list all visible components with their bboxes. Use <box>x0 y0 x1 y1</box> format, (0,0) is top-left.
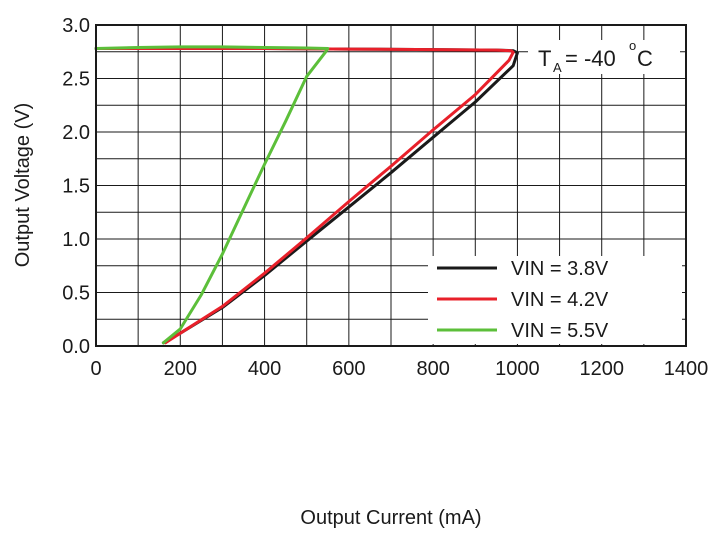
temperature-annotation: T A = -40 o C <box>528 38 680 75</box>
x-axis-label: Output Current (mA) <box>300 507 481 529</box>
annotation-value: = -40 <box>565 46 616 71</box>
x-tick-label: 1400 <box>664 358 709 380</box>
x-tick-label: 800 <box>416 358 449 380</box>
annotation-subscript: A <box>553 60 562 75</box>
x-tick-label: 1000 <box>495 358 540 380</box>
x-tick-label: 1200 <box>579 358 624 380</box>
x-tick-label: 200 <box>164 358 197 380</box>
legend: VIN = 3.8V VIN = 4.2V VIN = 5.5V <box>428 256 682 344</box>
y-tick-label: 0.5 <box>62 283 90 305</box>
x-tick-label: 600 <box>332 358 365 380</box>
y-axis-label: Output Voltage (V) <box>12 103 34 268</box>
y-tick-label: 1.0 <box>62 229 90 251</box>
legend-label-vin-5-5: VIN = 5.5V <box>511 320 609 342</box>
series-line-1 <box>94 47 515 345</box>
y-tick-label: 1.5 <box>62 176 90 198</box>
series-layer <box>94 45 519 345</box>
y-tick-label: 3.0 <box>62 15 90 37</box>
x-tick-label: 400 <box>248 358 281 380</box>
y-tick-labels: 0.0 0.5 1.0 1.5 2.0 2.5 3.0 <box>62 15 90 358</box>
annotation-unit: C <box>637 46 653 71</box>
plot-frame <box>95 24 687 347</box>
legend-label-vin-4-2: VIN = 4.2V <box>511 289 609 311</box>
annotation-degree: o <box>629 38 636 53</box>
x-tick-labels: 0 200 400 600 800 1000 1200 1400 <box>90 358 708 380</box>
series-line-2 <box>94 45 330 345</box>
y-tick-label: 0.0 <box>62 336 90 358</box>
legend-label-vin-3-8: VIN = 3.8V <box>511 258 609 280</box>
x-tick-label: 0 <box>90 358 101 380</box>
y-tick-label: 2.0 <box>62 122 90 144</box>
annotation-prefix: T <box>538 46 551 71</box>
y-tick-label: 2.5 <box>62 69 90 91</box>
